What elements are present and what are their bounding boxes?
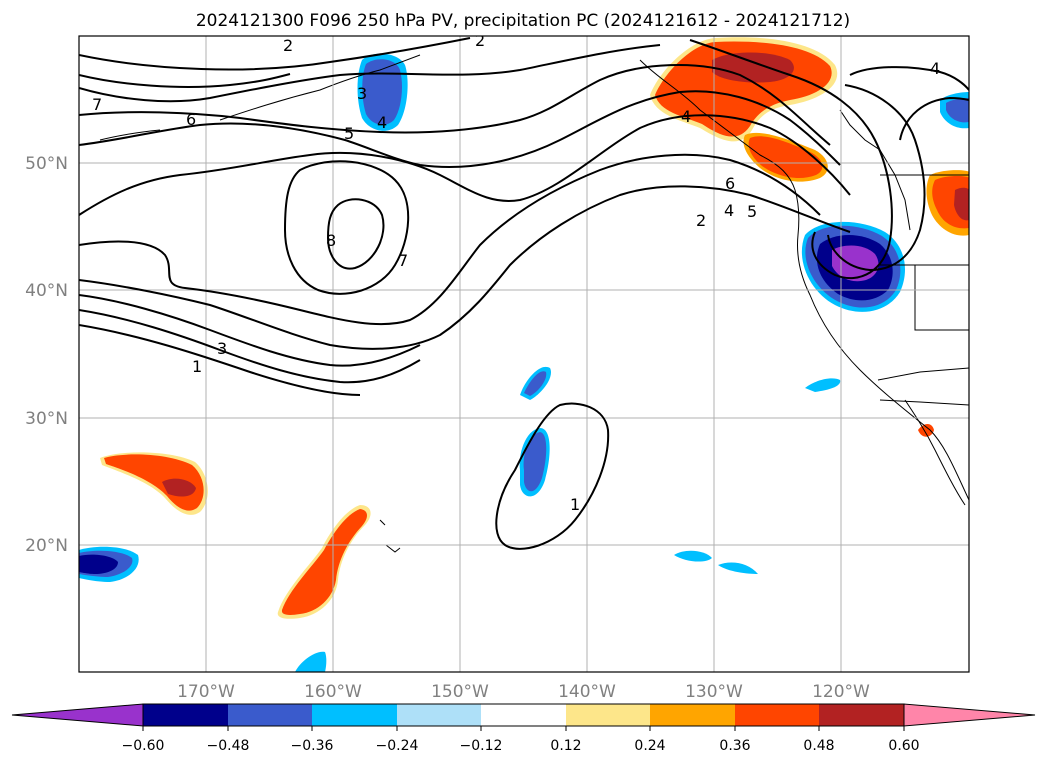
contour-label: 7 bbox=[398, 251, 408, 270]
colorbar-tick-label: −0.48 bbox=[207, 738, 250, 754]
lat-label: 50°N bbox=[25, 154, 68, 174]
contour-label: 5 bbox=[747, 202, 757, 221]
colorbar-tick-label: 0.12 bbox=[550, 738, 581, 754]
lat-label: 20°N bbox=[25, 536, 68, 556]
longitude-labels: 170°W 160°W 150°W 140°W 130°W 120°W bbox=[177, 682, 870, 702]
contour-label: 3 bbox=[357, 84, 367, 103]
colorbar: −0.60 −0.48 −0.36 −0.24 −0.12 0.12 0.24 … bbox=[11, 703, 1036, 754]
lon-label: 130°W bbox=[685, 682, 743, 702]
contour-label: 6 bbox=[725, 174, 735, 193]
map-frame bbox=[78, 35, 970, 673]
colorbar-tick-label: −0.36 bbox=[291, 738, 334, 754]
contour-label: 5 bbox=[344, 124, 354, 143]
contour-label: 8 bbox=[326, 231, 336, 250]
contour-label: 4 bbox=[724, 201, 734, 220]
latitude-labels: 50°N 40°N 30°N 20°N bbox=[25, 154, 68, 556]
pv-contours bbox=[79, 37, 969, 550]
colorbar-tick-label: −0.24 bbox=[376, 738, 419, 754]
contour-label: 7 bbox=[92, 95, 102, 114]
contour-label: 3 bbox=[217, 339, 227, 358]
contour-label: 2 bbox=[696, 211, 706, 230]
gridlines bbox=[79, 36, 969, 672]
map-panel: 2 2 4 3 4 5 6 7 8 7 1 3 6 4 5 2 4 1 bbox=[79, 31, 969, 672]
contour-label: 1 bbox=[192, 357, 202, 376]
colorbar-tick-label: 0.36 bbox=[719, 738, 750, 754]
contour-label: 2 bbox=[475, 31, 485, 50]
colorbar-segment bbox=[312, 704, 397, 726]
lon-label: 160°W bbox=[304, 682, 362, 702]
contour-label: 6 bbox=[186, 110, 196, 129]
colorbar-tick-label: 0.48 bbox=[803, 738, 834, 754]
contour-label: 4 bbox=[681, 107, 691, 126]
colorbar-segment bbox=[819, 704, 904, 726]
contour-label: 4 bbox=[930, 59, 940, 78]
colorbar-segment bbox=[228, 704, 312, 726]
colorbar-tick-label: 0.60 bbox=[888, 738, 919, 754]
contour-labels: 2 2 4 3 4 5 6 7 8 7 1 3 6 4 5 2 4 1 bbox=[92, 31, 940, 514]
contour-label: 4 bbox=[377, 113, 387, 132]
lon-label: 120°W bbox=[812, 682, 870, 702]
colorbar-tick-label: −0.12 bbox=[460, 738, 503, 754]
lon-label: 170°W bbox=[177, 682, 235, 702]
colorbar-tick-label: −0.60 bbox=[122, 738, 165, 754]
lat-label: 30°N bbox=[25, 409, 68, 429]
colorbar-segment bbox=[143, 704, 228, 726]
contour-label: 2 bbox=[283, 36, 293, 55]
colorbar-segment bbox=[650, 704, 735, 726]
colorbar-segment bbox=[397, 704, 481, 726]
contour-label: 1 bbox=[570, 495, 580, 514]
colorbar-tick-label: 0.24 bbox=[634, 738, 665, 754]
colorbar-segment bbox=[735, 704, 819, 726]
colorbar-segment bbox=[481, 704, 566, 726]
lon-label: 150°W bbox=[431, 682, 489, 702]
lat-label: 40°N bbox=[25, 281, 68, 301]
colorbar-low-extension bbox=[11, 703, 144, 727]
lon-label: 140°W bbox=[558, 682, 616, 702]
colorbar-segment bbox=[566, 704, 650, 726]
colorbar-high-extension bbox=[903, 703, 1036, 727]
map-title: 2024121300 F096 250 hPa PV, precipitatio… bbox=[196, 11, 850, 31]
